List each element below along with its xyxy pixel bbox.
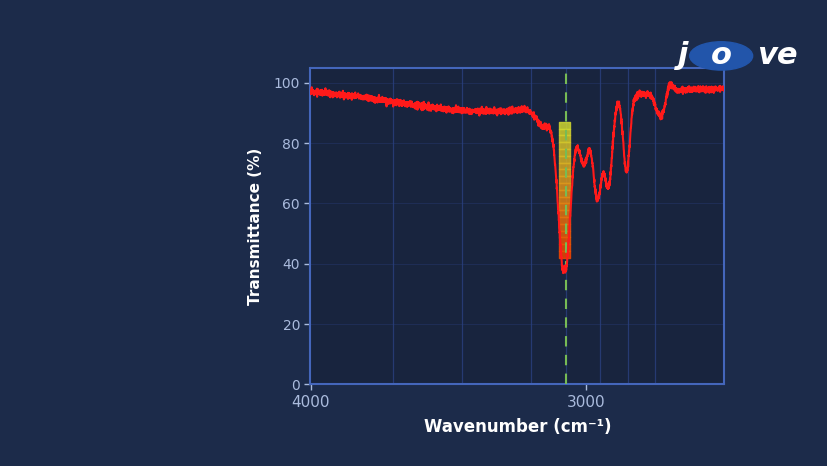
Text: o: o (710, 41, 731, 70)
Y-axis label: Transmittance (%): Transmittance (%) (247, 147, 262, 305)
Circle shape (689, 42, 752, 70)
X-axis label: Wavenumber (cm⁻¹): Wavenumber (cm⁻¹) (423, 418, 610, 436)
Text: ve: ve (757, 41, 796, 70)
Text: j: j (677, 41, 687, 70)
